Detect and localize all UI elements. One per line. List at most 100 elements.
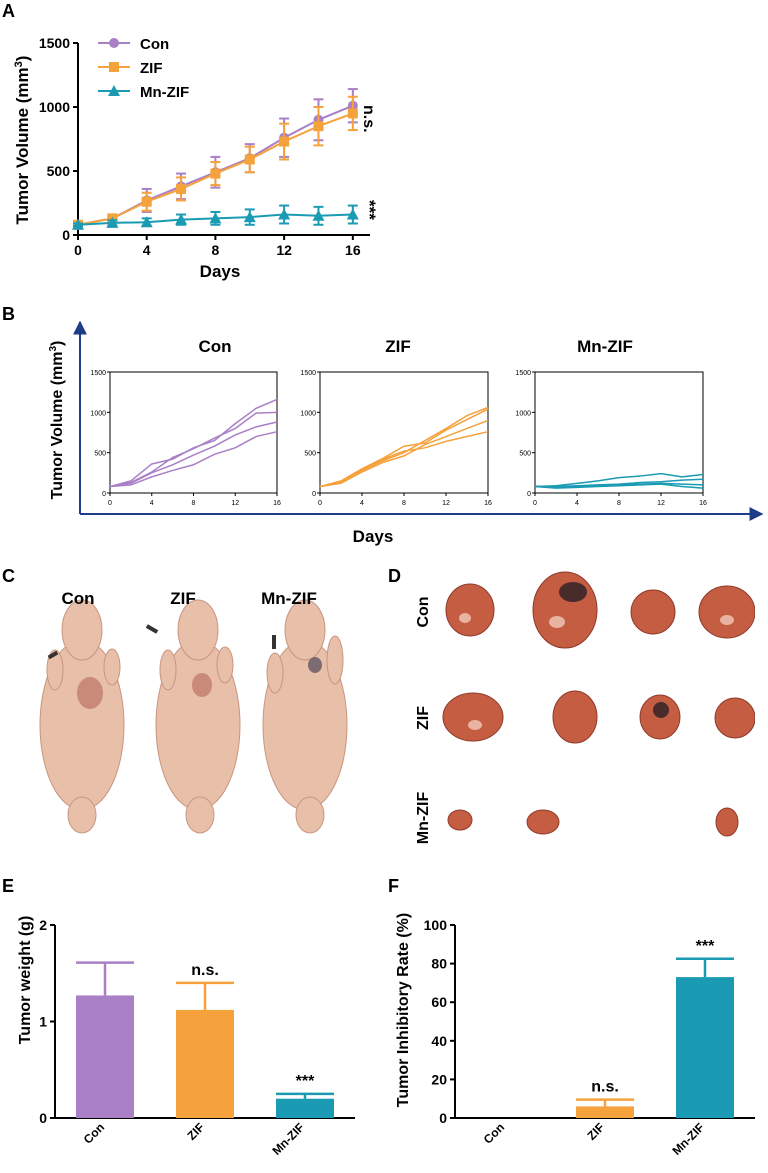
panel-b-series-line <box>319 419 489 488</box>
panel-b-ylabel: Tumor Volume (mm3) <box>48 341 66 500</box>
panel-f-ytick-label: 60 <box>431 994 447 1010</box>
panel-b-series-line <box>319 430 489 488</box>
panel-b-ytick-label: 1500 <box>515 370 531 377</box>
panel-a-ytick-label: 500 <box>47 163 71 179</box>
panel-a-point <box>313 121 324 132</box>
panel-a-point <box>106 216 119 228</box>
panel-label-c: C <box>2 566 15 586</box>
legend-zif-marker <box>109 62 119 72</box>
panel-e-bar <box>76 995 134 1118</box>
panel-f-ytick-label: 20 <box>431 1071 447 1087</box>
panel-a-point <box>312 209 325 221</box>
panel-e-ytick-label: 1 <box>39 1014 47 1030</box>
panel-b-ytick-label: 0 <box>102 491 106 498</box>
panel-e-annotation: *** <box>296 1073 315 1090</box>
panel-c-mice-photo <box>20 575 365 835</box>
panel-b-xtick-label: 8 <box>192 500 196 507</box>
panel-f-xtick-label: Con <box>481 1120 507 1146</box>
legend-con-marker <box>109 38 119 48</box>
panel-e-ytick-label: 0 <box>39 1110 47 1126</box>
panel-f-xtick-label: Mn-ZIF <box>669 1120 707 1158</box>
panel-e-xtick-label: Con <box>81 1120 107 1146</box>
panel-b-series-line <box>109 430 278 488</box>
panel-b-xtick-label: 12 <box>231 500 239 507</box>
panel-b-series-line <box>534 483 704 489</box>
panel-b-ytick-label: 1000 <box>515 410 531 417</box>
panel-e-ytick-label: 2 <box>39 917 47 933</box>
panel-b-ytick-label: 0 <box>312 491 316 498</box>
panel-e-bar <box>276 1098 334 1118</box>
panel-a-legend: Con ZIF Mn-ZIF <box>98 36 189 101</box>
panel-label-b: B <box>2 304 15 324</box>
panel-b-xtick-label: 0 <box>108 500 112 507</box>
panel-a-xlabel: Days <box>200 262 241 281</box>
photo-c-label-zif: ZIF <box>170 589 196 608</box>
panel-b-ytick-label: 500 <box>519 451 531 458</box>
panel-label-a: A <box>2 1 15 21</box>
legend-mnzif-marker <box>108 85 120 96</box>
panel-f-chart: Tumor Inhibitory Rate (%) 0 20 40 60 80 100 Co… <box>395 913 755 1158</box>
photo-d-label-mnzif: Mn-ZIF <box>415 792 432 845</box>
panel-e-ylabel: Tumor weight (g) <box>17 916 34 1045</box>
panel-b-group-title: ZIF <box>385 337 411 356</box>
panel-b-series-line <box>109 421 278 488</box>
panel-b-frame <box>109 371 278 494</box>
legend-con-label: Con <box>140 36 169 53</box>
panel-a-point <box>243 211 256 223</box>
panel-b-group-title: Mn-ZIF <box>577 337 633 356</box>
panel-a-annotation-ns: n.s. <box>360 105 377 133</box>
panel-a-point <box>347 108 358 119</box>
panel-a-point <box>279 136 290 147</box>
panel-f-xtick-label: ZIF <box>584 1120 607 1143</box>
panel-label-d: D <box>388 566 401 586</box>
panel-b-xlabel: Days <box>353 527 394 546</box>
panel-f-ytick-label: 0 <box>439 1110 447 1126</box>
panel-b-series-line <box>534 472 704 488</box>
panel-a-point <box>244 154 255 165</box>
panel-a-ytick-label: 1500 <box>39 35 70 51</box>
photo-d-label-con: Con <box>415 596 432 627</box>
panel-e-chart: Tumor weight (g) 0 1 2 Con n.s. ZIF *** Mn-ZIF <box>17 916 355 1158</box>
panel-a-point <box>141 196 152 207</box>
panel-b-xtick-label: 12 <box>442 500 450 507</box>
panel-b-xtick-label: 4 <box>150 500 154 507</box>
panel-label-f: F <box>388 876 399 896</box>
panel-b-ytick-label: 1500 <box>300 370 316 377</box>
panel-a-xtick-label: 16 <box>345 242 361 258</box>
panel-f-annotation: n.s. <box>591 1079 619 1096</box>
panel-b-ytick-label: 1000 <box>90 410 106 417</box>
legend-zif-label: ZIF <box>140 60 163 77</box>
panel-a-xtick-label: 0 <box>74 242 82 258</box>
panel-a-ytick-label: 1000 <box>39 99 70 115</box>
panel-b-ytick-label: 1500 <box>90 370 106 377</box>
panel-b-frame <box>534 371 704 494</box>
panel-a-point <box>278 208 291 220</box>
panel-a-xtick-label: 12 <box>276 242 292 258</box>
panel-b-series-line <box>534 482 704 489</box>
photo-c-label-con: Con <box>61 589 94 608</box>
panel-b-xtick-label: 4 <box>360 500 364 507</box>
panel-e-annotation: n.s. <box>191 962 219 979</box>
panel-a-point <box>210 168 221 179</box>
panel-f-annotation: *** <box>696 938 715 955</box>
panel-b-series-line <box>109 398 278 488</box>
panel-f-ytick-label: 80 <box>431 956 447 972</box>
panel-b-xtick-label: 12 <box>657 500 665 507</box>
panel-f-ytick-label: 100 <box>424 917 448 933</box>
photo-c-label-mnzif: Mn-ZIF <box>261 589 317 608</box>
panel-a-point <box>346 208 359 220</box>
panel-b-series-line <box>319 408 489 488</box>
tumors-illustration <box>442 571 755 837</box>
panel-b-ytick-label: 500 <box>94 451 106 458</box>
legend-mnzif-label: Mn-ZIF <box>140 84 189 101</box>
panel-b-xtick-label: 16 <box>699 500 707 507</box>
panel-f-bar <box>676 977 734 1118</box>
panel-a-annotation-sig: *** <box>360 200 379 220</box>
panel-b-group-title: Con <box>198 337 231 356</box>
panel-e-bar <box>176 1009 234 1118</box>
panel-a-ytick-label: 0 <box>62 227 70 243</box>
panel-b-series-line <box>109 411 278 488</box>
panel-f-ylabel: Tumor Inhibitory Rate (%) <box>395 913 412 1107</box>
panel-b-xtick-label: 8 <box>617 500 621 507</box>
